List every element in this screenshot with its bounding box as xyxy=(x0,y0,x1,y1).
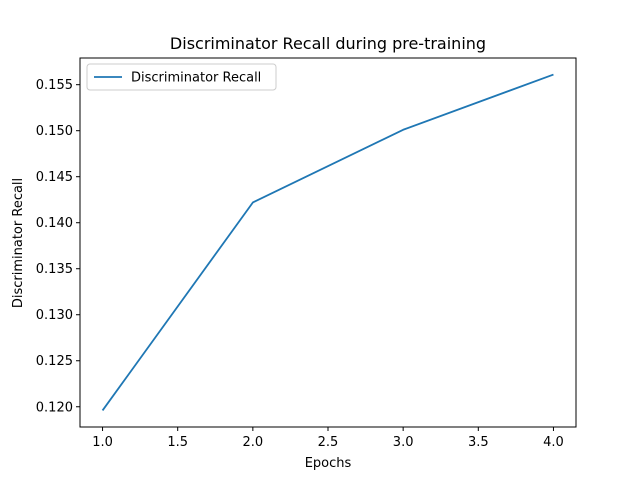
y-tick-label: 0.120 xyxy=(36,400,73,415)
x-tick-label: 3.0 xyxy=(393,435,414,450)
y-axis-ticks: 0.120 0.125 0.130 0.135 0.140 0.145 0.150 0.155 xyxy=(36,78,80,415)
x-tick-label: 1.0 xyxy=(92,435,113,450)
x-tick-label: 4.0 xyxy=(543,435,564,450)
y-tick-label: 0.155 xyxy=(36,78,73,93)
chart-title: Discriminator Recall during pre-training xyxy=(170,34,486,53)
legend-box xyxy=(86,63,277,91)
y-tick-label: 0.150 xyxy=(36,124,73,139)
y-tick-label: 0.135 xyxy=(36,262,73,277)
x-tick-label: 3.5 xyxy=(468,435,489,450)
y-tick-label: 0.130 xyxy=(36,308,73,323)
x-tick-label: 1.5 xyxy=(167,435,188,450)
legend-label: Discriminator Recall xyxy=(131,71,261,86)
legend: Discriminator Recall xyxy=(86,63,277,91)
x-axis-ticks: 1.0 1.5 2.0 2.5 3.0 3.5 4.0 xyxy=(92,427,564,450)
x-axis-label: Epochs xyxy=(305,456,352,471)
series-line xyxy=(101,73,554,411)
plot-frame xyxy=(79,57,577,428)
y-tick-label: 0.145 xyxy=(36,170,73,185)
y-axis-label: Discriminator Recall xyxy=(11,178,26,308)
y-tick-label: 0.125 xyxy=(36,354,73,369)
x-tick-label: 2.5 xyxy=(318,435,339,450)
y-tick-label: 0.140 xyxy=(36,216,73,231)
x-tick-label: 2.0 xyxy=(243,435,264,450)
series-layer xyxy=(101,73,554,411)
